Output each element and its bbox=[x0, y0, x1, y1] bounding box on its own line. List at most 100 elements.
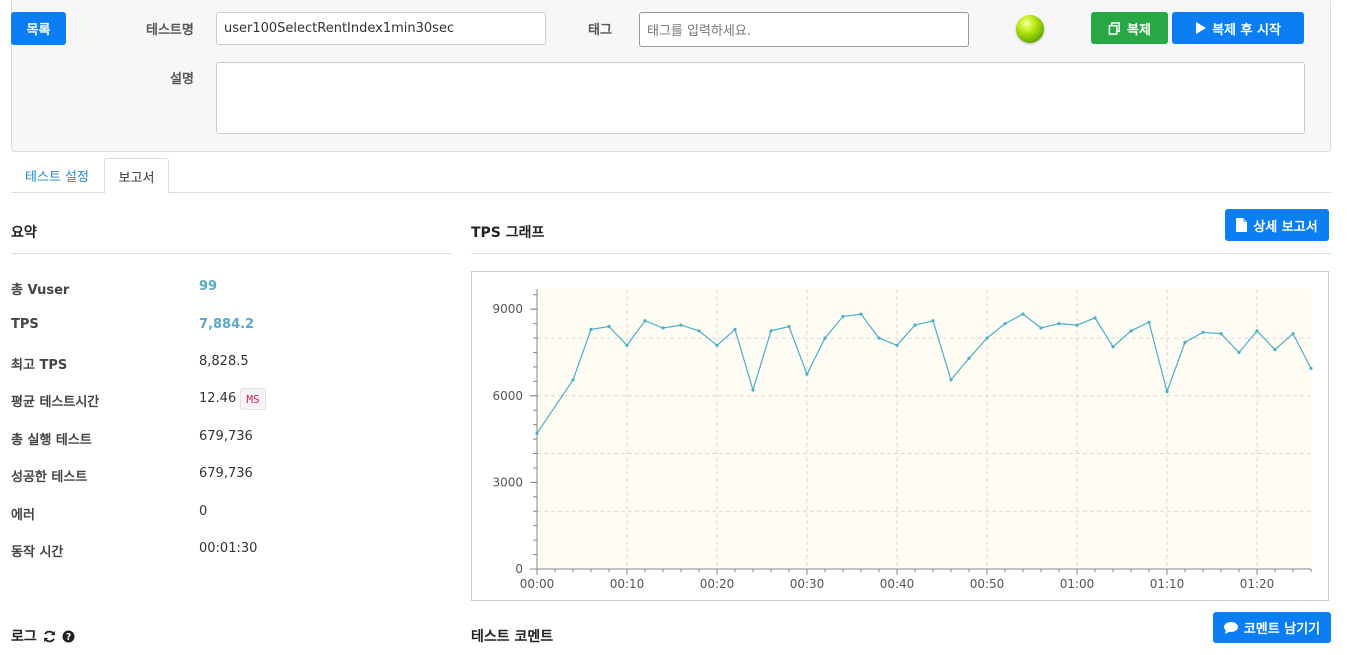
summary-value-avg-time: 12.46 bbox=[199, 391, 237, 406]
copy-button[interactable]: 복제 bbox=[1091, 12, 1168, 44]
status-indicator bbox=[1016, 15, 1044, 43]
tps-data-point bbox=[751, 388, 755, 392]
summary-label-tps: TPS bbox=[11, 317, 39, 332]
tps-data-point bbox=[1201, 330, 1205, 334]
tps-data-point bbox=[877, 336, 881, 340]
tps-data-point bbox=[931, 319, 935, 323]
detail-report-label: 상세 보고서 bbox=[1253, 219, 1318, 235]
summary-label-successful-tests: 성공한 테스트 bbox=[11, 470, 88, 485]
y-tick-label: 0 bbox=[515, 562, 523, 576]
tps-data-point bbox=[769, 329, 773, 333]
tps-data-point bbox=[1219, 332, 1223, 336]
tps-chart: 0 3000 6000 9000 00:00 00:10 00:20 00:30 00:40 00… bbox=[471, 271, 1329, 601]
summary-label-total-tests: 총 실행 테스트 bbox=[11, 433, 92, 448]
tps-data-point bbox=[1021, 312, 1025, 316]
x-tick-label: 01:20 bbox=[1240, 577, 1275, 591]
copy-and-start-label: 복제 후 시작 bbox=[1212, 22, 1281, 38]
graph-divider bbox=[471, 253, 1331, 254]
tab-report[interactable]: 보고서 bbox=[104, 158, 169, 194]
test-name-input[interactable]: user100SelectRentIndex1min30sec bbox=[216, 12, 546, 45]
summary-value-successful-tests: 679,736 bbox=[199, 466, 253, 481]
tps-chart-svg: 0 3000 6000 9000 00:00 00:10 00:20 00:30 00:40 00… bbox=[492, 289, 1313, 591]
tps-data-point bbox=[859, 312, 863, 316]
copy-button-label: 복제 bbox=[1127, 22, 1151, 38]
tps-data-point bbox=[1003, 322, 1007, 326]
tps-data-point bbox=[661, 326, 665, 330]
summary-value-peak-tps: 8,828.5 bbox=[199, 354, 249, 369]
tps-graph-title: TPS 그래프 bbox=[471, 225, 545, 241]
help-icon[interactable]: ? bbox=[62, 629, 75, 643]
summary-value-vuser: 99 bbox=[199, 279, 218, 294]
copy-and-start-button[interactable]: 복제 후 시작 bbox=[1172, 12, 1304, 44]
tps-data-point bbox=[1147, 320, 1151, 324]
detail-report-button[interactable]: 상세 보고서 bbox=[1225, 209, 1329, 241]
tab-bar: 테스트 설정 보고서 bbox=[11, 158, 1331, 194]
tps-data-point bbox=[805, 372, 809, 376]
summary-title: 요약 bbox=[11, 225, 37, 241]
document-icon bbox=[1236, 218, 1248, 232]
log-section: 로그 ? bbox=[11, 626, 75, 646]
tag-label: 태그 bbox=[588, 23, 612, 38]
tps-data-point bbox=[823, 336, 827, 340]
tps-data-point bbox=[733, 327, 737, 332]
summary-value-total-tests: 679,736 bbox=[199, 429, 253, 444]
leave-comment-button[interactable]: 코멘트 남기기 bbox=[1213, 612, 1331, 643]
tps-data-point bbox=[625, 343, 629, 347]
x-tick-label: 01:10 bbox=[1150, 577, 1185, 591]
summary-label-peak-tps: 최고 TPS bbox=[11, 358, 68, 373]
copy-icon bbox=[1108, 21, 1120, 35]
summary-value-errors: 0 bbox=[199, 504, 208, 519]
play-icon bbox=[1196, 22, 1207, 34]
tps-data-point bbox=[643, 319, 647, 323]
tps-data-point bbox=[1291, 332, 1295, 336]
tps-data-point bbox=[1129, 329, 1133, 333]
test-comment-title: 테스트 코멘트 bbox=[471, 629, 554, 645]
tps-data-point bbox=[1093, 316, 1097, 320]
x-tick-label: 01:00 bbox=[1060, 577, 1095, 591]
tps-data-point bbox=[679, 323, 683, 327]
tps-data-point bbox=[1111, 345, 1115, 349]
tps-data-point bbox=[1057, 322, 1061, 326]
tps-data-point bbox=[895, 343, 899, 347]
tps-data-point bbox=[787, 324, 791, 329]
tps-data-point bbox=[1255, 329, 1259, 333]
tps-data-point bbox=[841, 314, 845, 319]
x-tick-label: 00:20 bbox=[700, 577, 735, 591]
tps-data-point bbox=[697, 329, 701, 333]
description-textarea[interactable] bbox=[216, 62, 1305, 134]
tps-data-point bbox=[535, 431, 539, 435]
y-tick-label: 3000 bbox=[492, 475, 523, 489]
summary-value-tps: 7,884.2 bbox=[199, 317, 255, 332]
comment-icon bbox=[1223, 621, 1238, 634]
x-tick-label: 00:10 bbox=[610, 577, 645, 591]
list-button[interactable]: 목록 bbox=[11, 12, 66, 45]
summary-value-run-time: 00:01:30 bbox=[199, 541, 258, 556]
leave-comment-label: 코멘트 남기기 bbox=[1243, 622, 1321, 637]
y-tick-label: 6000 bbox=[492, 389, 523, 403]
summary-label-run-time: 동작 시간 bbox=[11, 545, 64, 560]
summary-label-avg-time: 평균 테스트시간 bbox=[11, 395, 100, 410]
y-tick-label: 9000 bbox=[492, 302, 523, 316]
log-title: 로그 bbox=[11, 629, 37, 645]
summary-label-vuser: 총 Vuser bbox=[11, 283, 70, 298]
refresh-icon[interactable] bbox=[43, 630, 56, 643]
tps-data-point bbox=[985, 336, 989, 340]
summary-divider bbox=[11, 253, 451, 254]
x-tick-label: 00:30 bbox=[790, 577, 825, 591]
tps-data-point bbox=[1273, 348, 1277, 352]
tps-data-point bbox=[1183, 340, 1187, 345]
tps-data-point bbox=[1075, 323, 1079, 327]
tps-data-point bbox=[1165, 389, 1169, 394]
x-tick-label: 00:00 bbox=[520, 577, 555, 591]
tab-test-settings[interactable]: 테스트 설정 bbox=[25, 170, 89, 185]
tps-data-point bbox=[913, 323, 917, 327]
plot-area bbox=[537, 289, 1311, 569]
tps-data-point bbox=[967, 356, 971, 360]
x-tick-label: 00:50 bbox=[970, 577, 1005, 591]
tps-data-point bbox=[1309, 366, 1313, 370]
tag-input[interactable]: 태그를 입력하세요. bbox=[639, 12, 969, 47]
description-label: 설명 bbox=[170, 72, 194, 87]
tps-data-point bbox=[715, 343, 719, 347]
x-tick-label: 00:40 bbox=[880, 577, 915, 591]
tps-data-point bbox=[589, 327, 593, 332]
